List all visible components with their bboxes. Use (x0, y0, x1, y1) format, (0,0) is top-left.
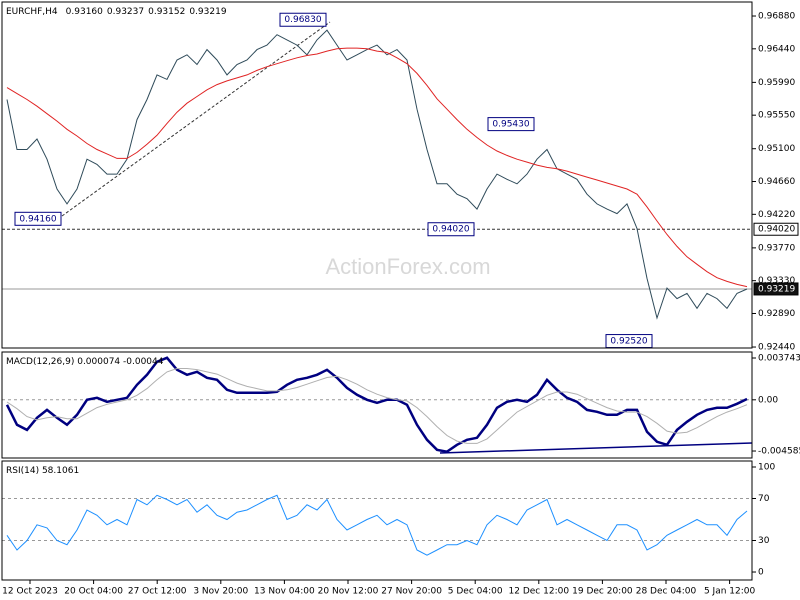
x-tick-label: 5 Jan 12:00 (704, 587, 756, 597)
annotation-label: 0.96830 (284, 15, 321, 25)
y-tick-label: 0.92890 (758, 309, 795, 319)
y-tick-label: 0.96440 (758, 44, 795, 54)
x-tick-label: 3 Nov 20:00 (193, 587, 248, 597)
x-tick-label: 27 Oct 12:00 (128, 587, 187, 597)
y-tick-label: 100 (758, 462, 775, 472)
x-tick-label: 5 Dec 04:00 (448, 587, 503, 597)
panel-title: MACD(12,26,9) 0.000074 -0.00044 (6, 357, 164, 367)
annotation-label: 0.94020 (432, 225, 469, 235)
level-label: 0.94020 (758, 225, 795, 235)
y-tick-label: 0.94220 (758, 210, 795, 220)
y-tick-label: 0 (758, 568, 764, 578)
annotation-label: 0.92520 (610, 337, 647, 347)
y-tick-label: 0.94660 (758, 177, 795, 187)
panel-title-text: RSI(14) 58.1061 (6, 466, 79, 476)
y-tick-label: 0.96880 (758, 12, 795, 22)
y-tick-label: 0.93770 (758, 243, 795, 253)
series-line (6, 494, 748, 556)
x-tick-label: 19 Dec 20:00 (572, 587, 633, 597)
series-line (6, 47, 748, 288)
ohlc-value: 0.93219 (189, 7, 226, 17)
ohlc-value: 0.93237 (107, 7, 144, 17)
panel-frame (1, 351, 753, 459)
panel-frame (1, 460, 753, 581)
annotation-label: 0.95430 (492, 120, 529, 130)
panel-title: RSI(14) 58.1061 (6, 466, 79, 476)
x-tick-label: 28 Dec 04:00 (636, 587, 697, 597)
series-line (6, 368, 748, 444)
y-tick-label: -0.004585 (758, 447, 800, 457)
y-tick-label: 0.95550 (758, 111, 795, 121)
ohlc-value: 0.93160 (66, 7, 103, 17)
level-label-box (753, 222, 799, 236)
y-tick-label: 0.00 (758, 395, 778, 405)
ohlc-value: 0.93152 (148, 7, 185, 17)
y-tick-label: 0.92440 (758, 343, 795, 353)
annotation-box (279, 12, 327, 27)
y-tick-label: 0.95100 (758, 144, 795, 154)
panel-frame (1, 1, 753, 349)
annotation-box (487, 117, 535, 132)
x-tick-label: 12 Dec 12:00 (509, 587, 570, 597)
annotation-label: 0.94160 (19, 214, 56, 224)
x-tick-label: 20 Nov 12:00 (318, 587, 379, 597)
level-label: 0.93219 (758, 284, 795, 294)
y-tick-label: 0.93330 (758, 276, 795, 286)
y-tick-label: 0.003743 (758, 353, 800, 363)
panel-title: EURCHF,H4 0.93160 0.93237 0.93152 0.93219 (6, 7, 227, 17)
annotation-box (14, 211, 62, 226)
panel-title-text: MACD(12,26,9) 0.000074 -0.00044 (6, 357, 164, 367)
x-tick-label: 27 Nov 20:00 (381, 587, 442, 597)
y-tick-label: 0.95990 (758, 78, 795, 88)
series-line (6, 29, 748, 320)
y-tick-label: 70 (758, 494, 770, 504)
y-tick-label: 30 (758, 536, 770, 546)
trend-line (61, 21, 331, 217)
x-tick-label: 20 Oct 04:00 (64, 587, 123, 597)
annotation-box (427, 222, 475, 237)
level-label-box (753, 282, 799, 296)
x-tick-label: 12 Oct 2023 (2, 587, 58, 597)
trend-line (439, 442, 753, 454)
x-tick-label: 13 Nov 04:00 (254, 587, 315, 597)
watermark: ActionForex.com (325, 254, 490, 279)
panel-title-text: EURCHF,H4 (6, 7, 58, 17)
